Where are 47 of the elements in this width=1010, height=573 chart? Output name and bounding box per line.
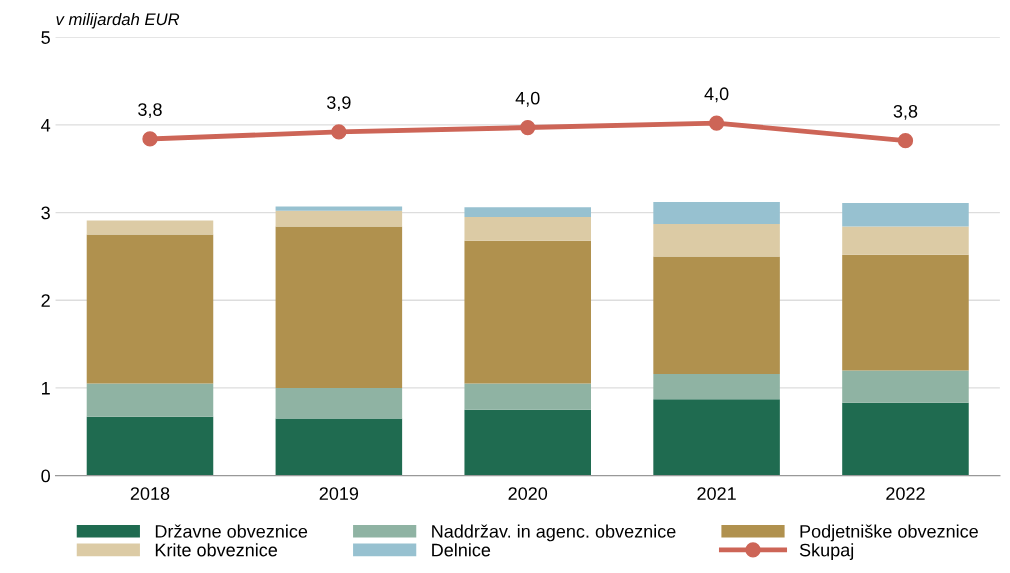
bar	[86, 220, 214, 235]
y-tick-label: 5	[41, 31, 50, 44]
bar	[275, 206, 403, 211]
bar	[842, 254, 969, 371]
bar	[86, 416, 214, 476]
legend-label: Krite obveznice	[155, 543, 278, 557]
x-tick-label: 2018	[130, 487, 170, 500]
bar	[842, 226, 969, 255]
y-tick-label: 0	[41, 469, 50, 483]
legend-label: Podjetniške obveznice	[800, 524, 978, 542]
bar	[842, 402, 969, 476]
bar	[275, 387, 403, 419]
legend-label: Državne obveznice	[155, 524, 308, 538]
legend-label: Skupaj	[799, 543, 854, 560]
bar	[464, 240, 591, 384]
bar	[842, 370, 969, 403]
y-axis-title: v milijardah EUR	[56, 12, 180, 29]
bar	[275, 210, 403, 227]
data-label: 4,0	[704, 87, 729, 103]
bar	[464, 383, 591, 410]
bar	[86, 383, 214, 417]
x-tick-label: 2022	[886, 487, 925, 500]
x-tick-label: 2020	[508, 487, 548, 500]
data-label: 3,9	[326, 96, 351, 112]
bar	[653, 223, 780, 257]
data-label: 3,8	[893, 104, 918, 120]
x-tick-label: 2019	[319, 487, 359, 500]
bar	[464, 409, 591, 476]
y-tick-label: 4	[41, 119, 51, 132]
bar	[653, 256, 780, 374]
data-label: 4,0	[515, 91, 540, 107]
bar	[653, 373, 780, 400]
bar	[275, 418, 403, 476]
legend-label: Naddržav. in agenc. obveznice	[432, 524, 676, 542]
bar	[653, 399, 780, 476]
y-tick-label: 2	[41, 294, 50, 307]
bar	[86, 234, 214, 384]
bar	[275, 226, 403, 388]
y-tick-label: 3	[41, 206, 50, 220]
data-label: 3,8	[138, 103, 162, 119]
bar	[464, 216, 591, 241]
x-tick-label: 2021	[697, 487, 736, 500]
bar	[653, 202, 780, 224]
bar	[842, 202, 969, 227]
legend-label: Delnice	[432, 543, 491, 557]
bar	[464, 207, 591, 217]
y-tick-label: 1	[42, 382, 50, 395]
